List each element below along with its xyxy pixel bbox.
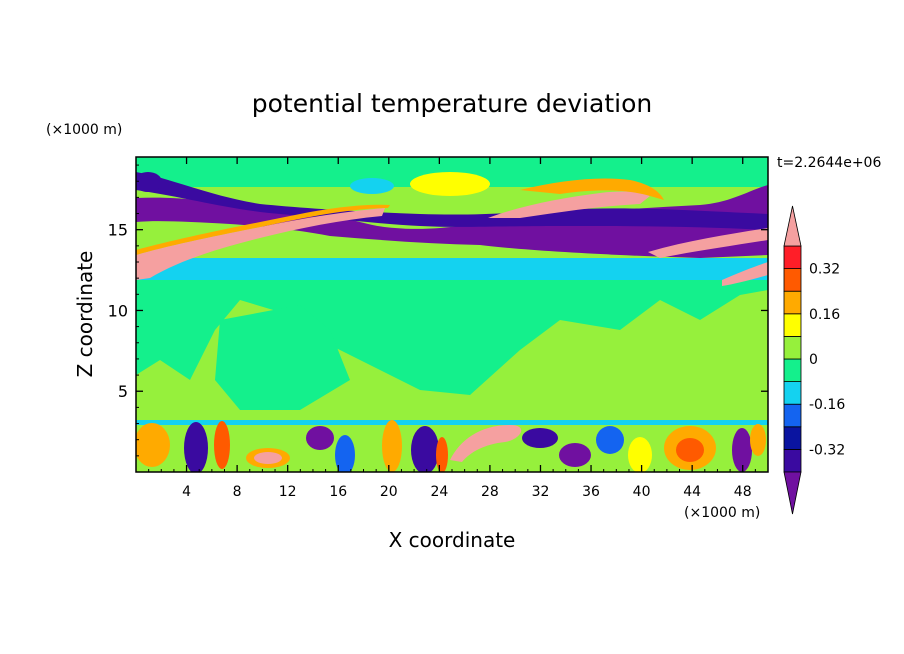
x-tick-label: 16 xyxy=(329,484,347,500)
yellow-cap-top xyxy=(410,172,490,196)
z-unit-label: (×1000 m) xyxy=(46,122,122,138)
chart-title: potential temperature deviation xyxy=(252,89,652,118)
z-tick-label: 10 xyxy=(108,301,128,320)
pink-tongue-right xyxy=(722,262,768,286)
x-tick-label: 20 xyxy=(380,484,398,500)
time-label: t=2.2644e+06 xyxy=(777,155,881,171)
colorbar-label: 0.16 xyxy=(809,307,840,323)
colorbar-bin xyxy=(783,245,802,270)
navy-band-upper xyxy=(136,172,768,230)
x-tick-label: 44 xyxy=(683,484,701,500)
colorbar-label: -0.16 xyxy=(809,397,845,413)
x-tick-label: 48 xyxy=(734,484,752,500)
colorbar-upper-extend xyxy=(783,205,802,247)
z-tick-label: 15 xyxy=(108,221,128,240)
x-tick-label: 24 xyxy=(430,484,448,500)
boundary-layer-base xyxy=(136,420,768,472)
colorbar-bin xyxy=(783,335,802,360)
mid-green-plume xyxy=(215,305,350,410)
navy-blob-top-left xyxy=(136,172,162,192)
colorbar-label: 0.32 xyxy=(809,262,840,278)
x-tick-label: 12 xyxy=(279,484,297,500)
colorbar-lower-extend xyxy=(783,471,802,515)
pink-ribbon-far-right xyxy=(648,228,768,258)
purple-band-upper xyxy=(136,185,768,258)
x-tick-label: 4 xyxy=(182,484,191,500)
z-tick-label: 5 xyxy=(118,382,128,401)
x-tick-label: 36 xyxy=(582,484,600,500)
colorbar-bin xyxy=(783,268,802,292)
pink-warm-ribbon-right xyxy=(488,191,650,218)
contour-field xyxy=(136,157,768,472)
colorbar-bin xyxy=(783,426,802,450)
colorbar-label: 0 xyxy=(809,352,818,368)
x-axis-ticks: 4 8 12 16 20 24 28 32 36 40 44 48 xyxy=(148,157,756,500)
x-axis-label: X coordinate xyxy=(389,528,516,552)
z-axis-label: Z coordinate xyxy=(73,251,97,378)
colorbar-bin xyxy=(783,381,802,405)
cyan-layer xyxy=(136,258,768,280)
z-axis-ticks: 5 10 15 xyxy=(108,164,768,457)
colorbar-label: -0.32 xyxy=(809,442,845,458)
boundary-layer-eddies xyxy=(136,420,768,472)
colorbar-bin xyxy=(783,403,802,428)
colorbar-bin xyxy=(783,313,802,337)
pink-warm-ribbon-left xyxy=(136,208,385,280)
orange-cap-right xyxy=(520,178,664,200)
colorbar-bin xyxy=(783,358,802,383)
colorbar: 0.32 0.16 0 -0.16 -0.32 xyxy=(783,205,845,515)
x-tick-label: 8 xyxy=(233,484,242,500)
x-unit-label: (×1000 m) xyxy=(684,505,760,521)
colorbar-bin xyxy=(783,290,802,315)
cyan-blob-top xyxy=(350,178,394,194)
x-tick-label: 32 xyxy=(532,484,550,500)
x-tick-label: 28 xyxy=(481,484,499,500)
x-tick-label: 40 xyxy=(633,484,651,500)
colorbar-bin xyxy=(783,448,802,473)
